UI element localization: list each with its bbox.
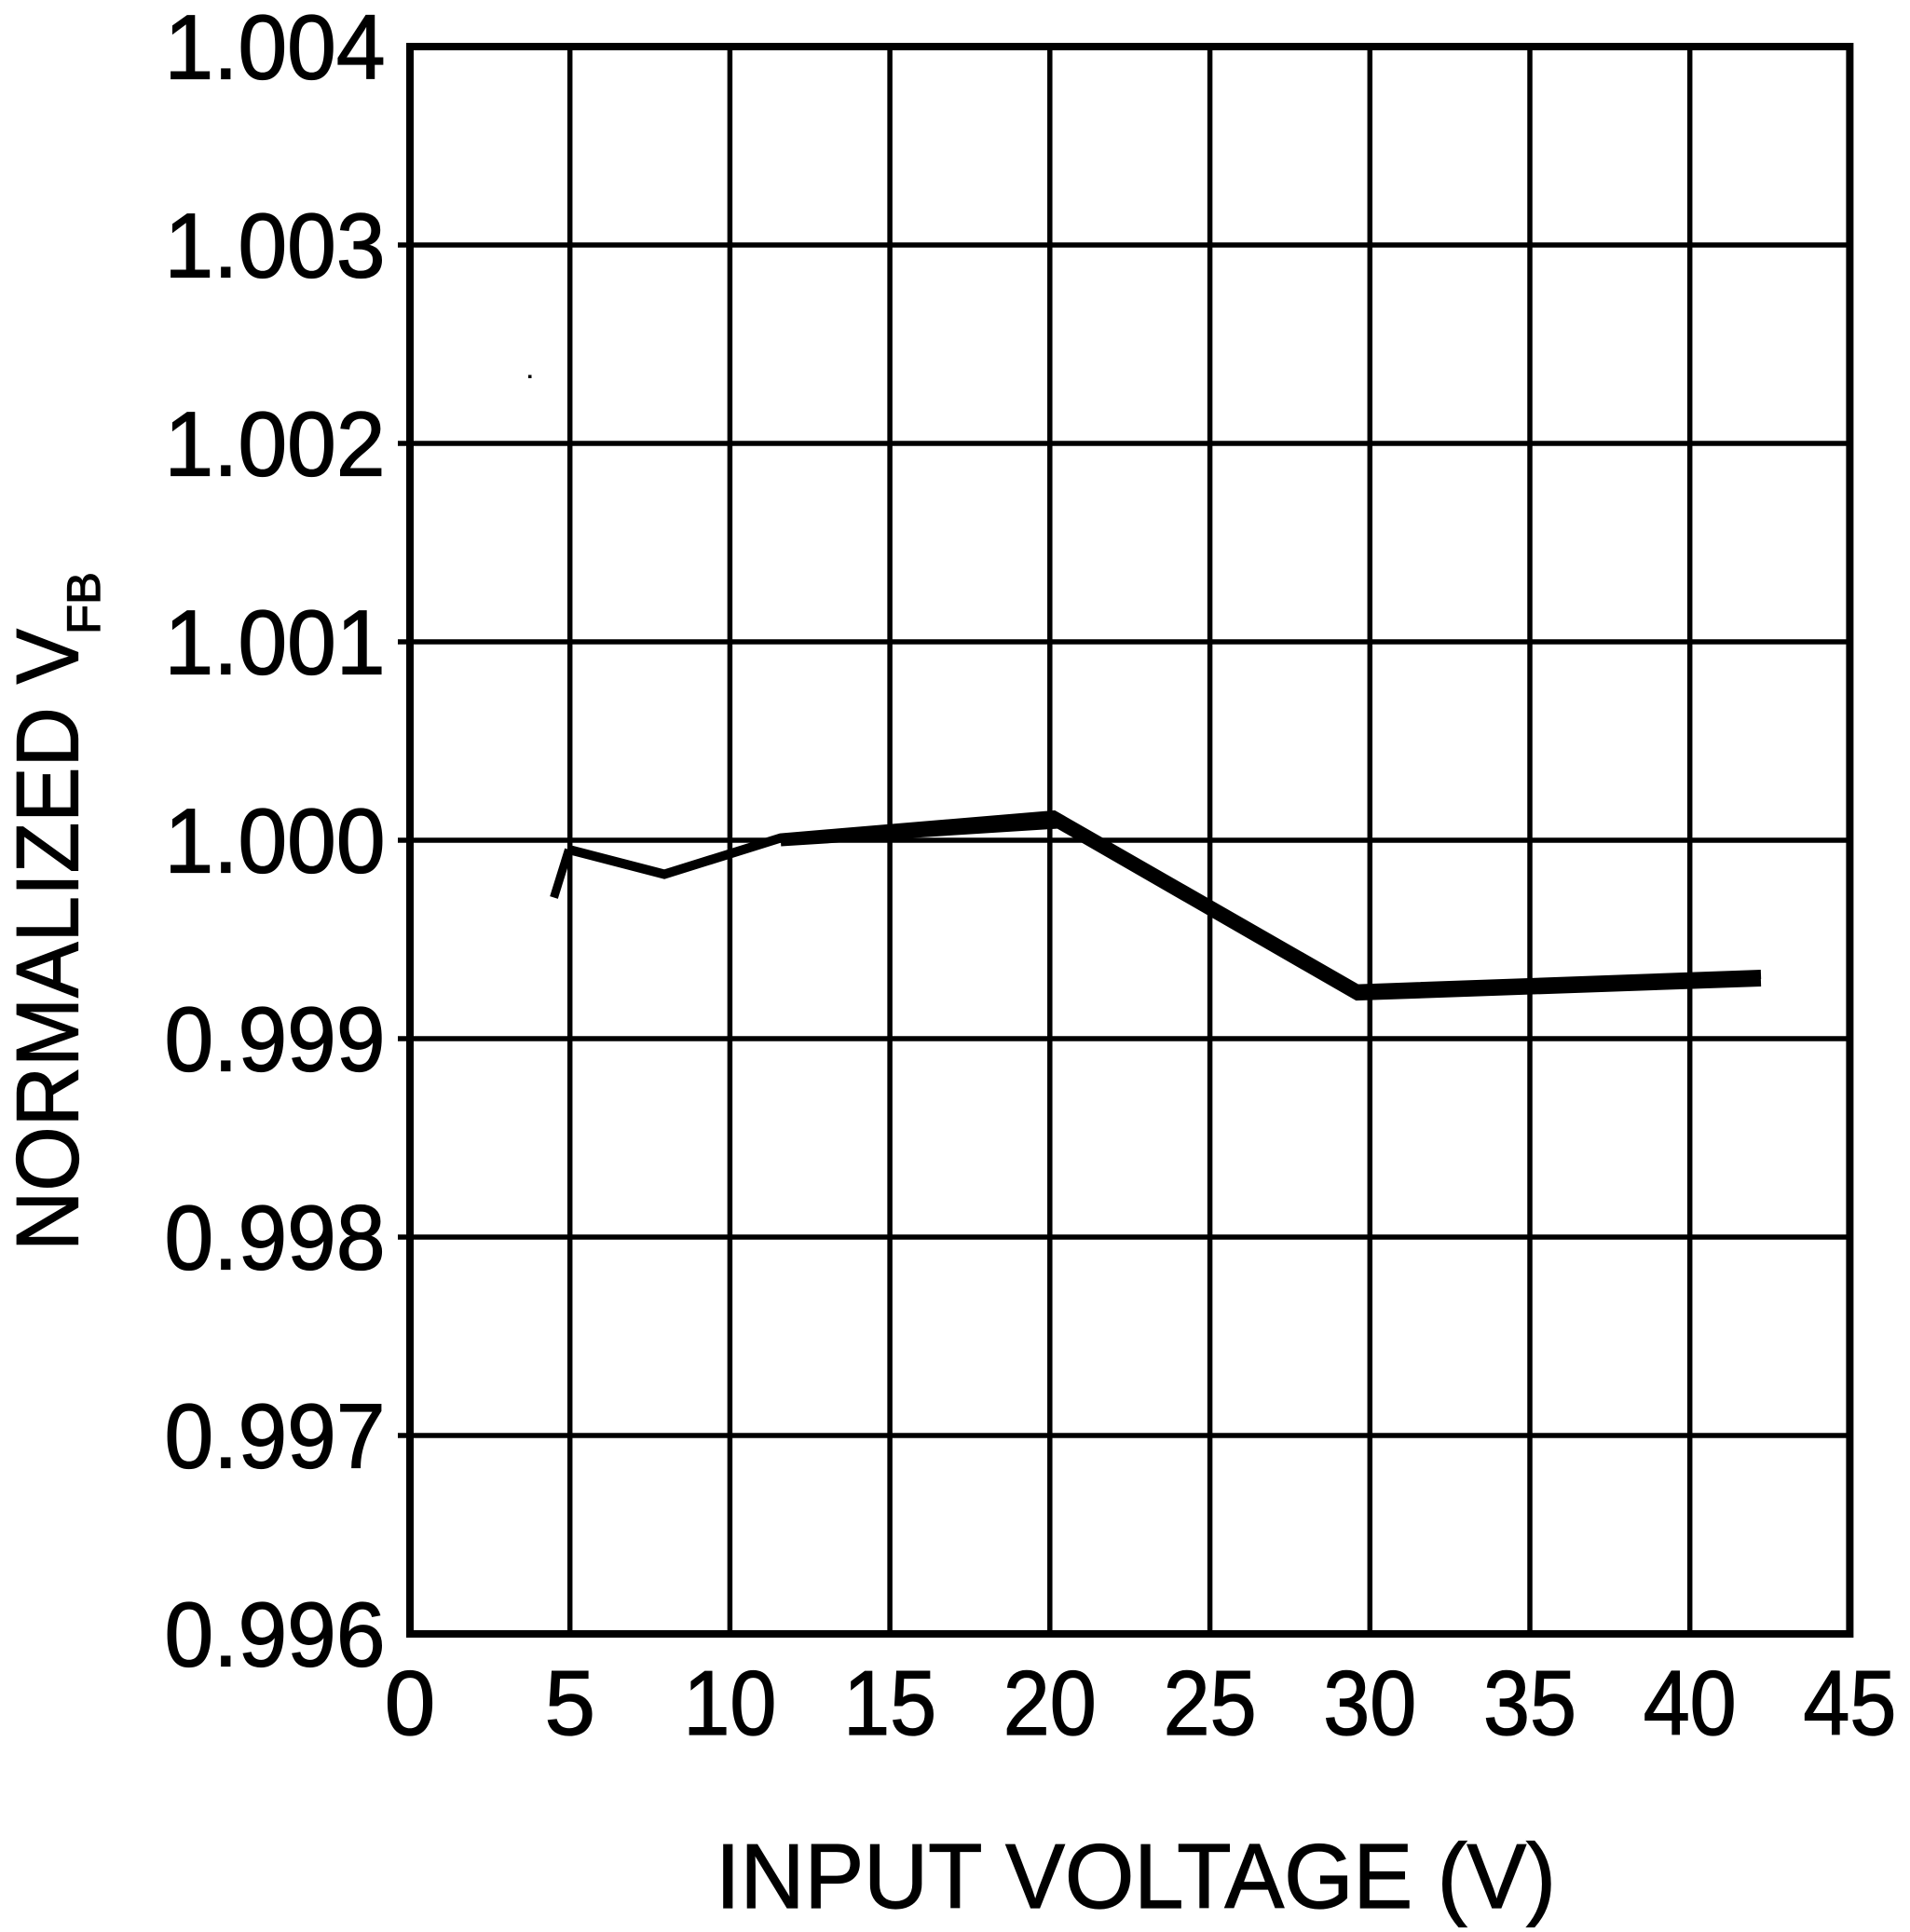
svg-text:40: 40 — [1644, 1652, 1737, 1754]
svg-text:30: 30 — [1323, 1652, 1416, 1754]
svg-text:45: 45 — [1803, 1652, 1896, 1754]
svg-text:1.000: 1.000 — [165, 790, 386, 892]
svg-text:15: 15 — [843, 1652, 936, 1754]
svg-text:0.998: 0.998 — [165, 1187, 386, 1289]
svg-text:1.003: 1.003 — [165, 195, 386, 297]
svg-text:INPUT VOLTAGE (V): INPUT VOLTAGE (V) — [716, 1825, 1556, 1927]
svg-text:1.002: 1.002 — [165, 393, 386, 496]
svg-text:0.999: 0.999 — [165, 988, 386, 1091]
svg-text:20: 20 — [1003, 1652, 1097, 1754]
svg-text:FB: FB — [58, 572, 110, 634]
svg-text:25: 25 — [1164, 1652, 1257, 1754]
svg-text:0.996: 0.996 — [165, 1584, 386, 1686]
svg-text:5: 5 — [544, 1652, 595, 1754]
svg-text:35: 35 — [1483, 1652, 1576, 1754]
svg-text:0: 0 — [385, 1652, 436, 1754]
svg-text:0.997: 0.997 — [165, 1385, 386, 1488]
svg-text:10: 10 — [683, 1652, 776, 1754]
svg-text:1.001: 1.001 — [165, 592, 386, 694]
svg-text:1.004: 1.004 — [165, 0, 386, 99]
svg-text:NORMALIZED V: NORMALIZED V — [0, 629, 98, 1251]
